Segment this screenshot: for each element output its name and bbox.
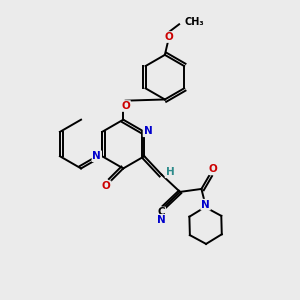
Text: N: N [92, 151, 101, 161]
Text: O: O [121, 101, 130, 111]
Text: N: N [157, 215, 166, 225]
Text: O: O [209, 164, 218, 174]
Text: N: N [201, 200, 210, 210]
Text: CH₃: CH₃ [184, 17, 204, 27]
Text: H: H [166, 167, 174, 177]
Text: O: O [102, 181, 111, 191]
Text: O: O [165, 32, 174, 42]
Text: C: C [158, 207, 165, 218]
Text: N: N [143, 126, 152, 136]
